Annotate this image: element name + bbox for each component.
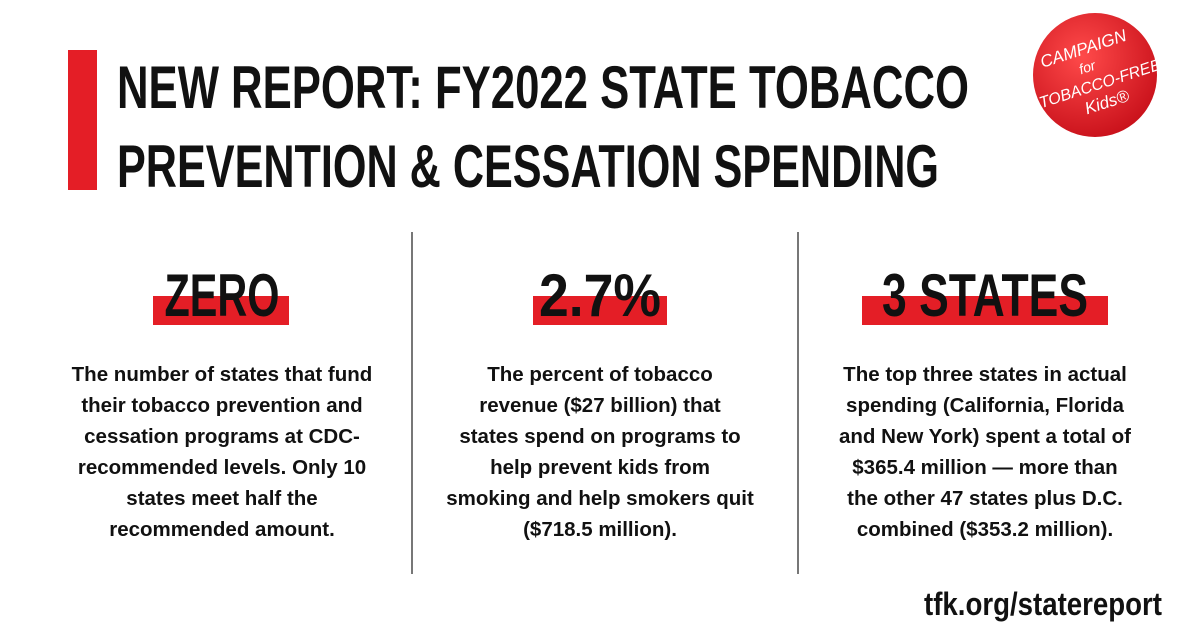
stat-body-line: The number of states that fund: [72, 363, 373, 386]
stat-body-line: recommended levels. Only 10: [78, 456, 366, 479]
headline-highlight: [153, 296, 289, 325]
logo: CAMPAIGN for TOBACCO-FREE Kids®: [1033, 13, 1163, 137]
stat-body-line: smoking and help smokers quit: [446, 487, 754, 510]
stat-body-line: ($718.5 million).: [523, 518, 677, 541]
logo-text: for: [1077, 56, 1099, 77]
stat-body-line: their tobacco prevention and: [81, 394, 362, 417]
stat-body-line: the other 47 states plus D.C.: [847, 487, 1123, 510]
stat-body-line: states spend on programs to: [459, 425, 740, 448]
stat-body-line: $365.4 million — more than: [852, 456, 1117, 479]
title-line: PREVENTION & CESSATION SPENDING: [117, 133, 939, 200]
logo-badge: [1033, 13, 1157, 137]
stat-body-line: states meet half the: [126, 487, 317, 510]
stat-body-line: recommended amount.: [109, 518, 335, 541]
stat-body-line: spending (California, Florida: [846, 394, 1125, 417]
stat-headline: 2.7%: [539, 262, 661, 329]
stat-body-line: help prevent kids from: [490, 456, 710, 479]
headline-highlight: [862, 296, 1108, 325]
stat-body-line: The percent of tobacco: [487, 363, 713, 386]
stat-body-line: combined ($353.2 million).: [857, 518, 1113, 541]
title-accent: [68, 50, 97, 190]
stat-body-line: The top three states in actual: [843, 363, 1127, 386]
stat-body-line: and New York) spent a total of: [839, 425, 1131, 448]
stat-headline: ZERO: [165, 262, 280, 329]
stat-headline: 3 STATES: [882, 262, 1088, 329]
footer-url: tfk.org/statereport: [924, 586, 1162, 622]
headline-highlight: [533, 296, 667, 325]
stat-body-line: cessation programs at CDC-: [84, 425, 360, 448]
stat-body-line: revenue ($27 billion) that: [479, 394, 721, 417]
title-line: NEW REPORT: FY2022 STATE TOBACCO: [117, 54, 969, 121]
